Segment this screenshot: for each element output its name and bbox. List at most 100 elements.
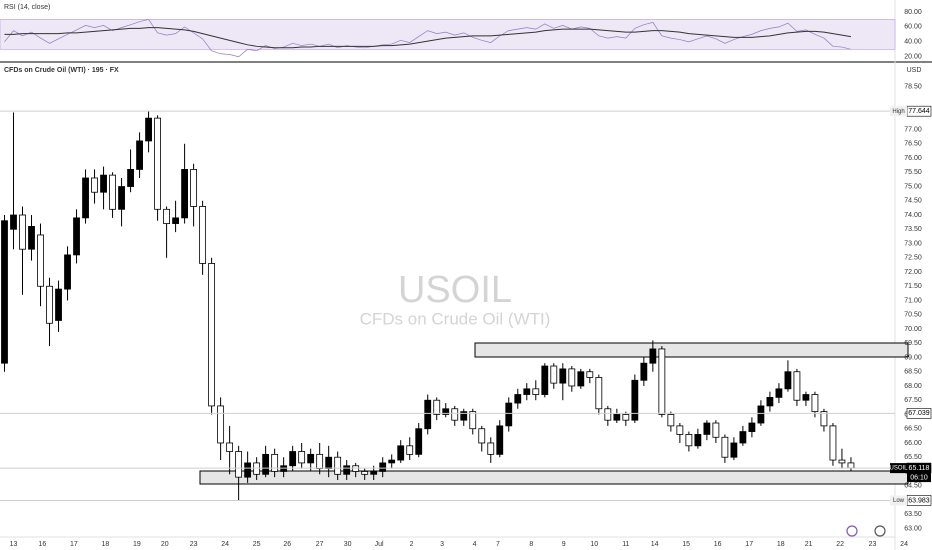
x-tick-label: 8 <box>529 541 533 548</box>
candle-body <box>127 169 134 187</box>
y-tick-label: 72.00 <box>904 269 922 276</box>
toolbar-icon[interactable] <box>874 525 886 537</box>
candle-body <box>784 371 792 390</box>
candle-body <box>82 177 89 219</box>
candle-body <box>406 445 414 455</box>
x-tick-label: 9 <box>562 541 566 548</box>
y-tick-label: 67.50 <box>904 397 922 404</box>
y-tick-label: 65.50 <box>904 454 922 461</box>
x-tick-label: 23 <box>190 541 198 548</box>
candle-body <box>262 453 270 475</box>
rsi-label[interactable]: RSI (14, close) <box>4 4 50 11</box>
x-tick-label: 16 <box>38 541 46 548</box>
candle-body <box>181 169 188 219</box>
candle-body <box>730 442 738 458</box>
candle-body <box>748 422 756 432</box>
candle-body <box>676 425 684 435</box>
candle-body <box>487 442 495 455</box>
candle-body <box>307 453 315 464</box>
candle-body <box>811 394 819 413</box>
x-tick-label: 11 <box>622 541 629 548</box>
price-tag: High <box>892 109 904 115</box>
price-label: 65.118 <box>909 465 930 472</box>
candle-body <box>433 399 441 415</box>
candle-body <box>451 408 459 421</box>
symbol-title[interactable]: CFDs on Crude Oil (WTI) · 195 · FX <box>4 67 119 74</box>
y-tick-label: 63.00 <box>904 525 922 532</box>
candle-body <box>388 459 396 464</box>
candle-body <box>424 399 432 430</box>
y-tick-label: 69.00 <box>904 354 922 361</box>
candle-body <box>244 462 252 478</box>
candle-body <box>199 206 207 264</box>
candle-body <box>577 371 585 387</box>
watermark-description: CFDs on Crude Oil (WTI) <box>360 309 551 328</box>
candle-body <box>397 445 405 461</box>
candle-body <box>712 422 720 438</box>
support-zone[interactable] <box>199 470 909 485</box>
x-tick-label: 2 <box>410 541 414 548</box>
candle-body <box>514 394 522 404</box>
candle-body <box>757 405 765 424</box>
candle-body <box>532 388 540 395</box>
candle-body <box>370 471 378 475</box>
candle-body <box>631 379 639 421</box>
x-tick-label: 17 <box>745 541 753 548</box>
y-tick-label: 72.50 <box>904 255 922 262</box>
y-tick-label: 78.50 <box>904 84 922 91</box>
y-tick-label: 77.00 <box>904 126 922 133</box>
candle-body <box>847 462 855 469</box>
candle-body <box>145 117 152 142</box>
candle-body <box>289 451 297 467</box>
candle-body <box>820 411 828 427</box>
candle-body <box>541 365 549 395</box>
x-tick-label: 18 <box>101 541 109 548</box>
y-tick-label: 68.50 <box>904 369 922 376</box>
candle-body <box>316 453 324 470</box>
x-tick-label: 26 <box>283 541 291 548</box>
price-label: 67.039 <box>908 410 930 417</box>
x-tick-label: 21 <box>805 541 813 548</box>
rsi-tick-label: 60.00 <box>904 24 922 31</box>
candle-body <box>595 377 603 410</box>
x-tick-label: 17 <box>70 541 78 548</box>
candle-body <box>460 411 468 421</box>
y-tick-label: 64.50 <box>904 483 922 490</box>
y-tick-label: 71.00 <box>904 297 922 304</box>
candle-body <box>793 371 801 401</box>
y-tick-label: 68.00 <box>904 383 922 390</box>
candle-body <box>118 186 125 210</box>
x-tick-label: 10 <box>590 541 598 548</box>
candle-body <box>361 471 369 475</box>
toolbar-icon[interactable] <box>846 525 858 537</box>
candle-body <box>172 217 179 224</box>
x-tick-label: 3 <box>440 541 444 548</box>
x-tick-label: 24 <box>900 541 908 548</box>
price-tag-box <box>890 495 907 506</box>
x-tick-label: 23 <box>869 541 877 548</box>
y-tick-label: 74.00 <box>904 212 922 219</box>
watermark-symbol: USOIL <box>398 269 512 311</box>
y-tick-label: 76.00 <box>904 155 922 162</box>
candle-body <box>253 462 261 475</box>
candle-body <box>667 414 675 427</box>
candle-body <box>622 414 630 421</box>
price-tag-box <box>890 463 907 474</box>
resistance-zone[interactable] <box>474 342 909 358</box>
y-tick-label: 70.00 <box>904 326 922 333</box>
candle-body <box>829 425 837 461</box>
price-label-box <box>906 408 932 419</box>
candle-body <box>658 348 666 415</box>
candle-body <box>109 174 116 210</box>
candle-body <box>442 408 450 415</box>
candle-body <box>55 288 62 321</box>
currency[interactable]: USD <box>907 67 922 74</box>
x-tick-label: Jul <box>375 541 384 548</box>
rsi-tick-label: 40.00 <box>904 39 922 46</box>
x-tick-label: 27 <box>316 541 324 548</box>
candle-body <box>604 408 612 421</box>
price-label: 77.644 <box>908 108 930 115</box>
x-tick-label: 20 <box>161 541 169 548</box>
